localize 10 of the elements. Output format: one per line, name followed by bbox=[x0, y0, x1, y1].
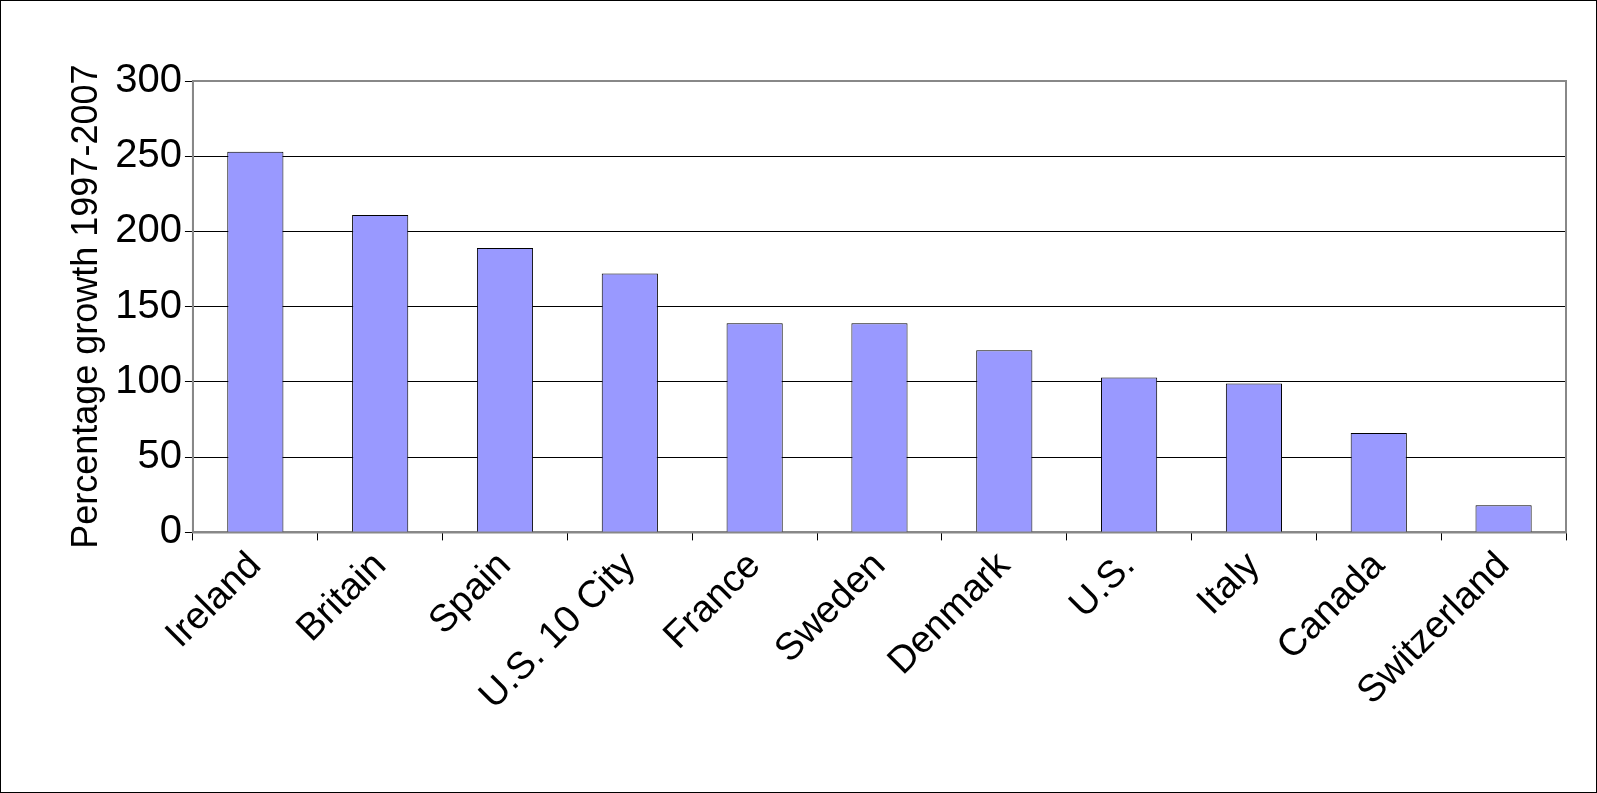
y-tick-label: 50 bbox=[137, 432, 182, 477]
y-tick-label: 100 bbox=[115, 356, 182, 401]
y-tick-label: 300 bbox=[115, 56, 182, 101]
x-tick-label: U.S. bbox=[1060, 542, 1143, 625]
x-tick-label: Italy bbox=[1188, 542, 1268, 622]
y-tick-label: 250 bbox=[115, 131, 182, 176]
y-axis-title: Percentage growth 1997-2007 bbox=[63, 64, 105, 549]
y-tick-label: 150 bbox=[115, 281, 182, 326]
y-tick-label: 0 bbox=[159, 507, 182, 552]
y-tick-label: 200 bbox=[115, 206, 182, 251]
